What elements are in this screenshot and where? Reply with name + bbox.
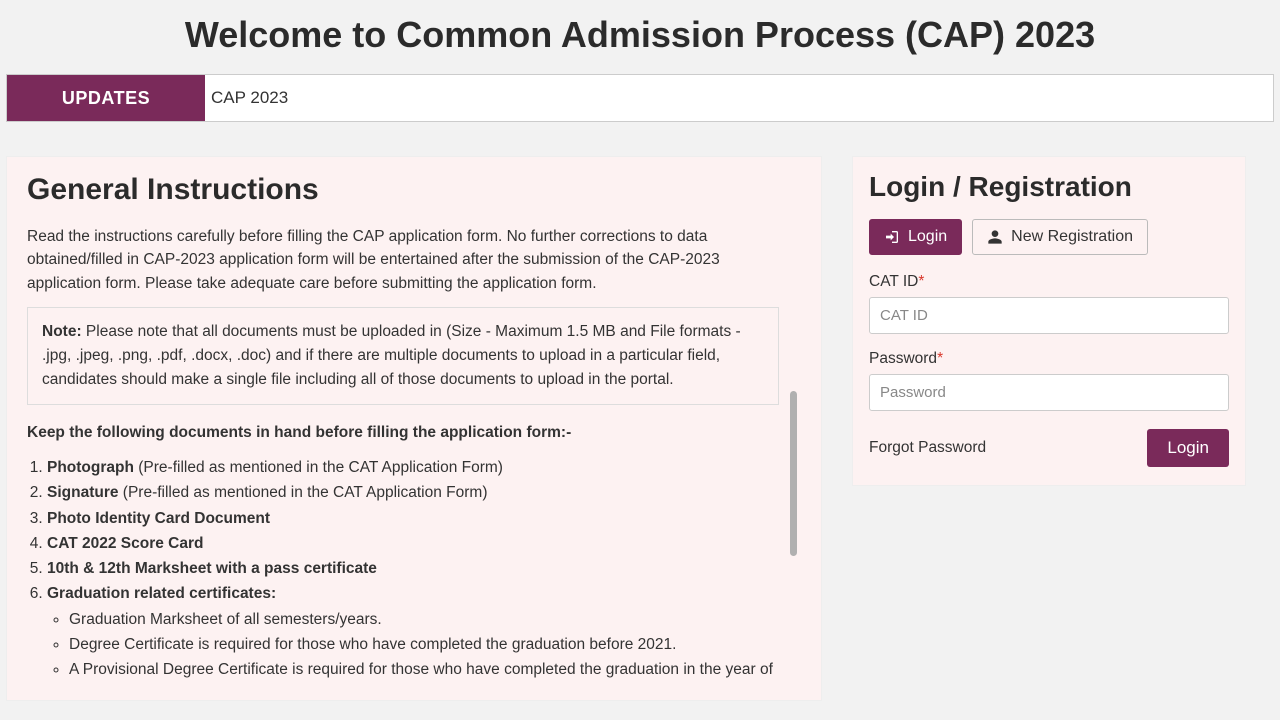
instructions-heading: General Instructions [27,173,801,207]
list-item: 10th & 12th Marksheet with a pass certif… [47,557,779,580]
tab-new-registration[interactable]: New Registration [972,219,1148,255]
forgot-password-link[interactable]: Forgot Password [869,439,986,457]
updates-ticker: CAP 2023 [205,75,288,121]
user-icon [987,229,1003,245]
note-label: Note: [42,323,82,340]
login-panel: Login / Registration Login New Registrat… [852,156,1246,486]
keep-heading: Keep the following documents in hand bef… [27,421,779,444]
list-item: A Provisional Degree Certificate is requ… [69,658,779,680]
login-heading: Login / Registration [869,171,1229,203]
updates-bar: UPDATES CAP 2023 [6,74,1274,122]
list-item: Graduation Marksheet of all semesters/ye… [69,608,779,631]
tab-login-label: Login [908,228,947,246]
list-item: Graduation related certificates: Graduat… [47,582,779,680]
list-item: Photograph (Pre-filled as mentioned in t… [47,456,779,479]
page-title: Welcome to Common Admission Process (CAP… [0,0,1280,74]
list-item: CAT 2022 Score Card [47,532,779,555]
document-list: Photograph (Pre-filled as mentioned in t… [27,456,779,680]
login-icon [884,229,900,245]
list-item: Photo Identity Card Document [47,507,779,530]
catid-input[interactable] [869,297,1229,334]
updates-label: UPDATES [7,75,205,121]
scrollbar-thumb[interactable] [790,391,797,556]
instructions-scroll-area[interactable]: Read the instructions carefully before f… [27,225,801,680]
tab-login[interactable]: Login [869,219,962,255]
note-box: Note: Please note that all documents mus… [27,307,779,405]
graduation-sublist: Graduation Marksheet of all semesters/ye… [47,608,779,680]
catid-label: CAT ID* [869,273,1229,291]
instructions-panel: General Instructions Read the instructio… [6,156,822,701]
password-input[interactable] [869,374,1229,411]
login-button[interactable]: Login [1147,429,1229,467]
note-text: Please note that all documents must be u… [42,323,741,388]
list-item: Signature (Pre-filled as mentioned in th… [47,481,779,504]
list-item: Degree Certificate is required for those… [69,633,779,656]
password-label: Password* [869,350,1229,368]
tab-register-label: New Registration [1011,228,1133,246]
instructions-intro: Read the instructions carefully before f… [27,225,779,295]
